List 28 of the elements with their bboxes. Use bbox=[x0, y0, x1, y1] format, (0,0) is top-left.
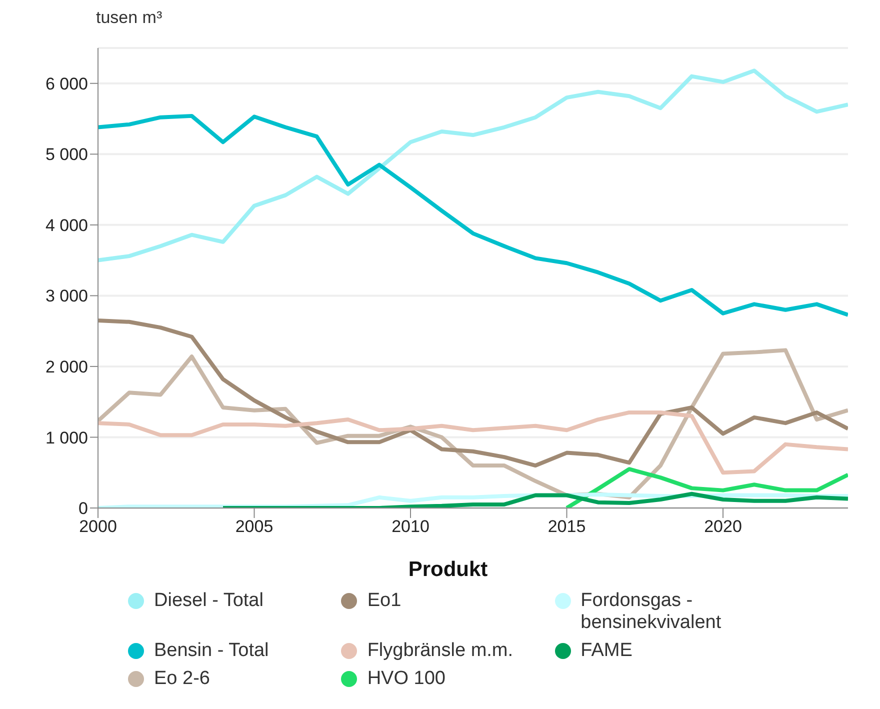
y-tick-label: 4 000 bbox=[45, 216, 88, 235]
y-tick-label: 3 000 bbox=[45, 286, 88, 306]
line-series bbox=[98, 114, 848, 317]
line-series bbox=[98, 68, 848, 262]
legend-label: HVO 100 bbox=[367, 668, 446, 690]
y-tick-label: 6 000 bbox=[45, 74, 88, 94]
legend-label: Fordonsgas - bensinekvivalent bbox=[580, 590, 722, 634]
legend-label: Flygbränsle m.m. bbox=[367, 640, 514, 662]
x-tick-label: 2000 bbox=[79, 517, 117, 536]
legend-label: Diesel - Total bbox=[154, 590, 264, 612]
legend-label: FAME bbox=[580, 640, 634, 662]
y-tick-label: 5 000 bbox=[45, 145, 88, 164]
line-series bbox=[98, 410, 848, 475]
legend-label: Eo1 bbox=[367, 590, 402, 612]
y-tick-label: 2 000 bbox=[45, 357, 88, 376]
legend-label: Eo 2-6 bbox=[154, 668, 211, 690]
x-tick-label: 2010 bbox=[392, 517, 430, 536]
x-tick-label: 2020 bbox=[704, 517, 742, 536]
legend-title: Produkt bbox=[407, 558, 489, 582]
line-series bbox=[221, 492, 848, 508]
legend-label: Bensin - Total bbox=[154, 640, 270, 662]
line-series bbox=[564, 467, 848, 508]
y-axis-title: tusen m³ bbox=[96, 8, 164, 29]
y-tick-label: 1 000 bbox=[45, 428, 88, 448]
x-tick-label: 2005 bbox=[235, 517, 274, 536]
y-tick-label: 0 bbox=[78, 499, 88, 518]
line-series bbox=[98, 318, 848, 468]
x-tick-label: 2015 bbox=[548, 517, 586, 536]
